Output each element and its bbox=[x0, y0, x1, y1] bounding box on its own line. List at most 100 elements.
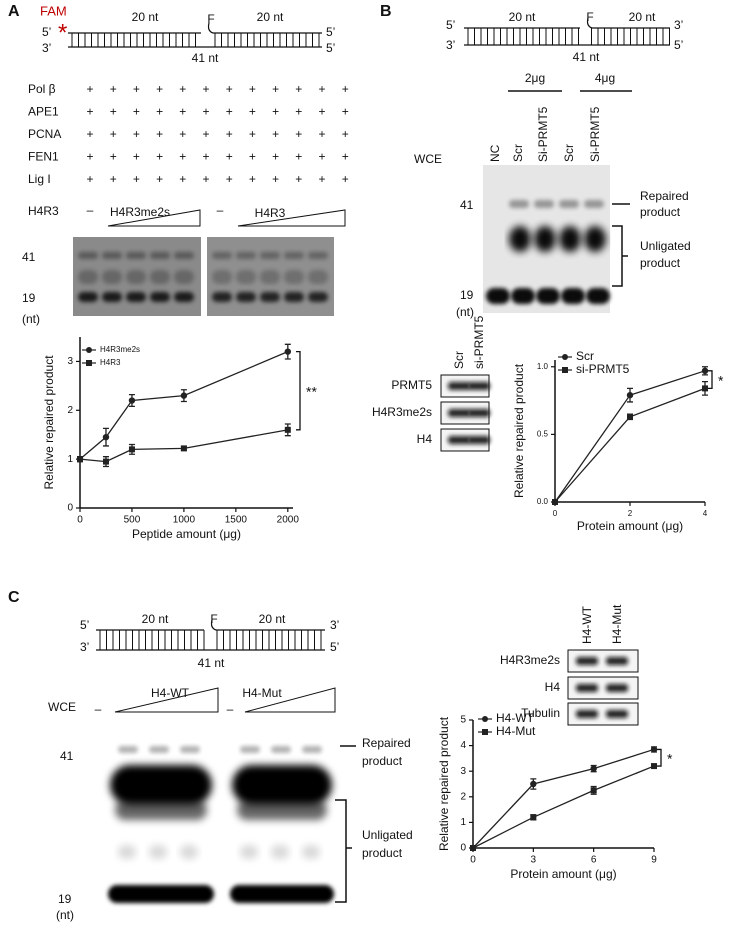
gel-band bbox=[78, 252, 98, 259]
y-axis-title: Relative repaired product bbox=[42, 355, 56, 490]
plus-mark: + bbox=[179, 105, 186, 119]
legend-label: H4R3me2s bbox=[100, 345, 140, 354]
lane-label: NC bbox=[488, 144, 502, 162]
plus-mark: + bbox=[342, 150, 349, 164]
western-blot: Scr si-PRMT5 PRMT5 H4R3me2s H4 bbox=[372, 315, 490, 452]
marker bbox=[552, 499, 558, 505]
legend-marker bbox=[86, 360, 92, 366]
gel-band bbox=[174, 292, 194, 302]
panel-label: A bbox=[8, 3, 20, 20]
gel-band bbox=[308, 270, 328, 284]
plus-mark: + bbox=[110, 172, 117, 186]
band-label: product bbox=[362, 846, 403, 860]
marker-label: (nt) bbox=[456, 305, 474, 319]
wedge bbox=[114, 687, 219, 713]
marker bbox=[180, 445, 187, 452]
plus-mark: + bbox=[295, 150, 302, 164]
x-tick-label: 3 bbox=[531, 855, 537, 866]
plus-mark: + bbox=[272, 172, 279, 186]
y-tick-label: 0.0 bbox=[537, 497, 549, 506]
marker bbox=[77, 456, 83, 463]
x-axis-title: Peptide amount (μg) bbox=[132, 527, 241, 541]
plus-mark: + bbox=[272, 105, 279, 119]
marker bbox=[470, 845, 476, 851]
plus-mark: + bbox=[156, 150, 163, 164]
plus-mark: + bbox=[318, 172, 325, 186]
strand-end: 5’ bbox=[330, 640, 339, 654]
bracket bbox=[612, 225, 628, 287]
blank-lane: – bbox=[227, 702, 234, 716]
blot-band bbox=[468, 436, 490, 444]
plus-mark: + bbox=[318, 82, 325, 96]
plus-mark: + bbox=[86, 105, 93, 119]
strand-end: 3’ bbox=[674, 18, 683, 32]
plus-mark: + bbox=[249, 172, 256, 186]
plus-mark: + bbox=[179, 150, 186, 164]
lane-title: WCE bbox=[48, 700, 76, 714]
flap bbox=[210, 619, 217, 631]
arm-label: 20 nt bbox=[509, 10, 536, 24]
strand-end: 3’ bbox=[42, 41, 51, 55]
gel-band bbox=[180, 845, 198, 859]
strand-end: 5’ bbox=[80, 618, 89, 632]
blank-lane: – bbox=[87, 203, 94, 217]
series-line bbox=[472, 765, 655, 849]
blot-band bbox=[576, 710, 598, 718]
strand-end: 3’ bbox=[80, 640, 89, 654]
plus-mark: + bbox=[226, 105, 233, 119]
legend-marker bbox=[482, 716, 488, 722]
legend-label: H4-WT bbox=[496, 711, 535, 725]
gel-band bbox=[271, 746, 291, 753]
plus-mark: + bbox=[272, 82, 279, 96]
plus-mark: + bbox=[156, 127, 163, 141]
plus-mark: + bbox=[86, 82, 93, 96]
legend-marker bbox=[562, 354, 568, 360]
plus-mark: + bbox=[342, 105, 349, 119]
gel-band bbox=[102, 270, 122, 284]
x-tick-label: 4 bbox=[703, 509, 708, 518]
band-label: Unligated bbox=[640, 239, 691, 253]
y-axis-title: Relative repaired product bbox=[512, 363, 526, 498]
gel-band bbox=[118, 845, 136, 859]
legend-label: Scr bbox=[576, 349, 594, 363]
plus-mark: + bbox=[202, 127, 209, 141]
marker bbox=[530, 814, 537, 821]
x-tick-label: 6 bbox=[591, 855, 597, 866]
plus-mark: + bbox=[133, 150, 140, 164]
gel-band bbox=[150, 270, 170, 284]
y-tick-label: 0 bbox=[460, 843, 466, 854]
gel-band bbox=[102, 292, 122, 302]
row-label: Lig I bbox=[28, 172, 51, 186]
y-tick-label: 3 bbox=[460, 766, 466, 777]
plus-mark: + bbox=[249, 150, 256, 164]
gel-band bbox=[174, 252, 194, 259]
row-label: H4 bbox=[417, 432, 433, 446]
y-tick-label: 2 bbox=[460, 791, 466, 802]
group-label: H4-WT bbox=[151, 686, 190, 700]
lane-label: Si-PRMT5 bbox=[588, 106, 602, 162]
blot-band bbox=[468, 409, 490, 417]
arm-label: 20 nt bbox=[257, 10, 284, 24]
gel-band bbox=[534, 226, 556, 252]
blot-band bbox=[576, 657, 598, 665]
legend-label: si-PRMT5 bbox=[576, 362, 630, 376]
plus-mark: + bbox=[133, 82, 140, 96]
x-tick-label: 2000 bbox=[277, 515, 300, 526]
x-tick-label: 0 bbox=[553, 509, 558, 518]
y-tick-label: 1 bbox=[460, 817, 466, 828]
strand-end: 5’ bbox=[674, 38, 683, 52]
plus-mark: + bbox=[318, 105, 325, 119]
blank-lane: – bbox=[217, 203, 224, 217]
plus-mark: + bbox=[249, 127, 256, 141]
gel-band bbox=[115, 800, 207, 820]
flap-label: F bbox=[210, 612, 217, 626]
y-tick-label: 2 bbox=[67, 405, 73, 416]
marker bbox=[128, 397, 136, 404]
reaction-rows: Pol β + + + + + + + + + + + + APE1 + + + + + + + + + + + + PCNA + + +… bbox=[28, 82, 349, 186]
marker bbox=[284, 426, 291, 433]
plus-mark: + bbox=[86, 150, 93, 164]
row-label: H4R3me2s bbox=[372, 405, 432, 419]
blot-box bbox=[567, 676, 639, 700]
marker bbox=[702, 385, 708, 392]
plus-mark: + bbox=[202, 105, 209, 119]
